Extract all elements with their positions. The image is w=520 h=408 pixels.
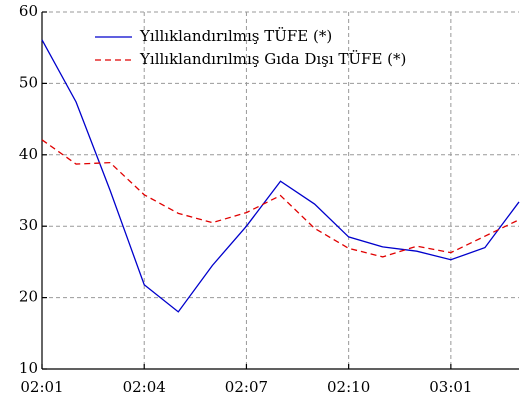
x-tick-label: 03:01 bbox=[429, 378, 472, 396]
y-tick-label: 60 bbox=[19, 2, 38, 20]
x-tick-label: 02:07 bbox=[225, 378, 268, 396]
series-line bbox=[41, 139, 520, 258]
legend-label: Yıllıklandırılmış Gıda Dışı TÜFE (*) bbox=[139, 50, 406, 68]
y-tick-label: 40 bbox=[19, 145, 38, 163]
x-tick-label: 02:04 bbox=[123, 378, 166, 396]
y-tick-label: 50 bbox=[19, 73, 38, 91]
y-tick-label: 30 bbox=[19, 216, 38, 234]
x-tick-label: 02:01 bbox=[20, 378, 63, 396]
x-tick-label: 02:10 bbox=[327, 378, 370, 396]
legend-label: Yıllıklandırılmış TÜFE (*) bbox=[139, 27, 332, 45]
series-line bbox=[41, 39, 520, 313]
y-tick-label: 20 bbox=[19, 288, 38, 306]
y-tick-label: 10 bbox=[19, 359, 38, 377]
